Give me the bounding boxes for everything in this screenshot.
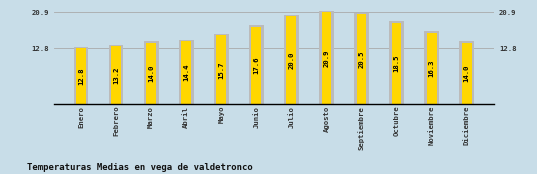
Bar [319,11,334,104]
Bar [74,47,89,104]
Text: Temperaturas Medias en vega de valdetronco: Temperaturas Medias en vega de valdetron… [27,163,252,172]
Text: 16.3: 16.3 [429,60,434,77]
Bar [182,41,191,104]
Text: 20.0: 20.0 [288,52,294,69]
Text: 12.8: 12.8 [78,68,84,85]
Text: 14.4: 14.4 [183,64,189,81]
Text: 17.6: 17.6 [253,57,259,74]
Bar [322,13,331,104]
Bar [427,33,437,104]
Bar [179,39,194,104]
Bar [76,48,86,104]
Bar [424,31,439,104]
Bar [144,41,158,104]
Text: 14.0: 14.0 [148,65,154,82]
Bar [284,15,299,104]
Bar [216,35,226,104]
Text: 18.5: 18.5 [394,55,400,72]
Bar [214,34,229,104]
Bar [391,23,402,104]
Bar [249,25,264,104]
Bar [354,13,369,104]
Text: 14.0: 14.0 [463,65,470,82]
Bar [146,43,156,104]
Bar [389,22,404,104]
Text: 15.7: 15.7 [218,61,224,79]
Text: 13.2: 13.2 [113,67,119,84]
Bar [111,46,121,104]
Text: 20.5: 20.5 [359,51,365,68]
Bar [357,14,366,104]
Bar [109,45,124,104]
Bar [459,41,474,104]
Bar [462,43,471,104]
Bar [251,27,262,104]
Bar [286,16,296,104]
Text: 20.9: 20.9 [323,50,330,67]
